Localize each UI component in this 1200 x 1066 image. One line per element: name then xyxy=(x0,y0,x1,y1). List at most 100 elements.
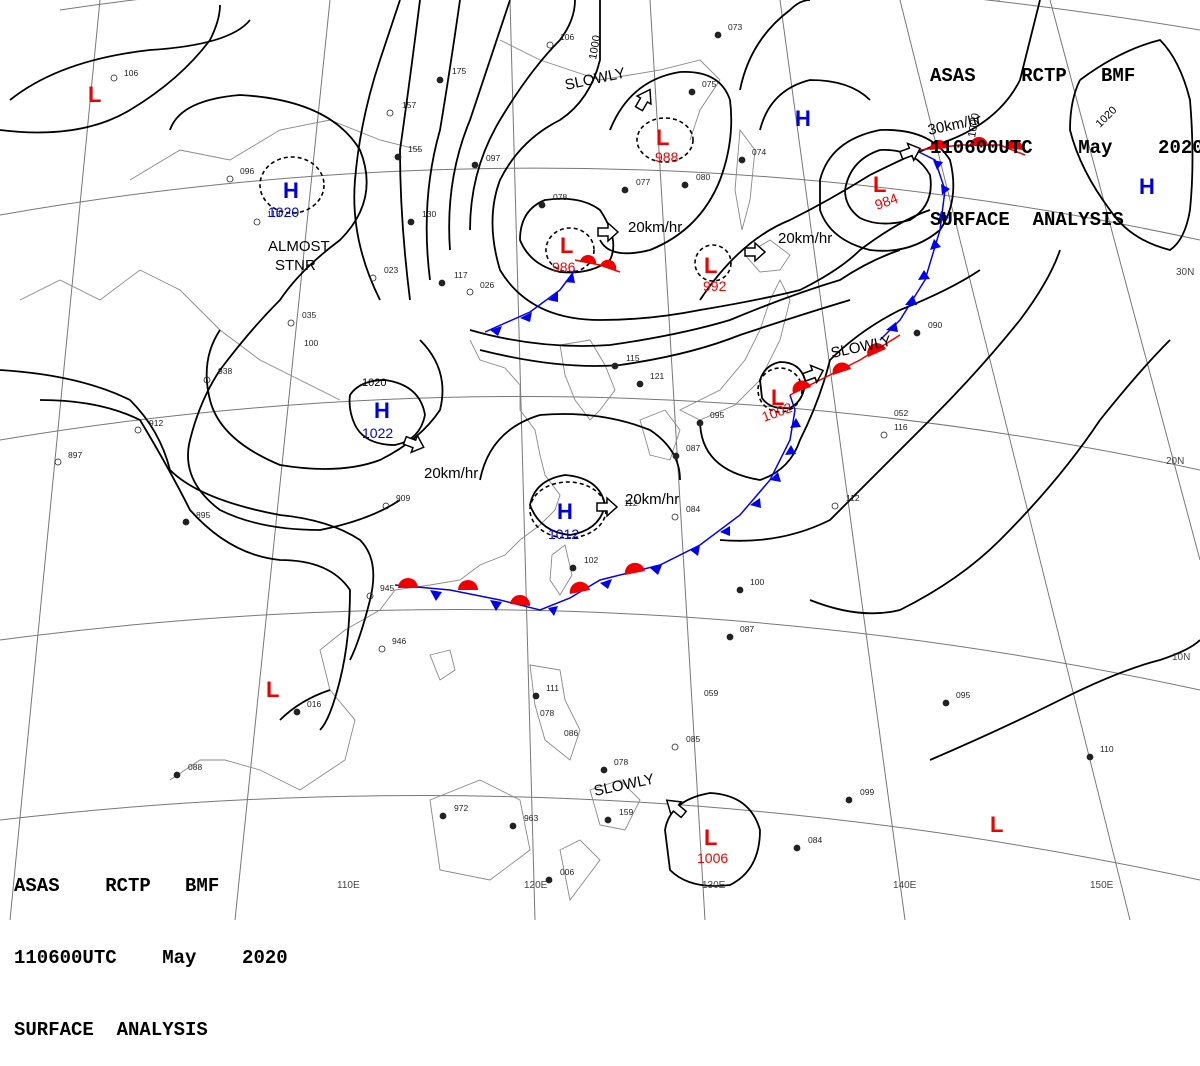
isobar-label-1000-east: 1000 xyxy=(966,112,982,138)
movement-20km-1022: 20km/hr xyxy=(424,465,478,482)
lat-label-30n: 30N xyxy=(1176,267,1194,278)
station-value: 115 xyxy=(626,353,640,363)
station-value: 080 xyxy=(696,172,710,182)
station-value: 059 xyxy=(704,688,718,698)
dashed-l992 xyxy=(694,244,732,282)
isobar-north-h xyxy=(759,79,871,131)
isobar-west-large xyxy=(0,369,375,661)
station-value: 106 xyxy=(560,32,574,42)
celebes xyxy=(559,839,601,902)
station-value: 097 xyxy=(486,153,500,163)
station-value: 106 xyxy=(124,68,138,78)
low-center-1002: L xyxy=(771,385,784,410)
arrow-986 xyxy=(597,221,620,243)
station-value: 035 xyxy=(302,310,316,320)
warm-front-semicircles xyxy=(398,137,1024,606)
station-value: 095 xyxy=(956,690,970,700)
arrow-1022 xyxy=(402,433,425,454)
header-line-type: SURFACE ANALYSIS xyxy=(14,1019,208,1041)
low-center-1006: L xyxy=(704,825,717,850)
japan-honshu xyxy=(678,278,791,421)
cold-front-east xyxy=(879,149,946,341)
station-value: 016 xyxy=(307,699,321,709)
station-value: 110 xyxy=(1100,744,1114,754)
lon-label-140e: 140E xyxy=(893,880,917,891)
arrow-984 xyxy=(898,142,922,163)
station-value: 972 xyxy=(454,803,468,813)
station-value: 084 xyxy=(808,835,822,845)
station-value: 084 xyxy=(686,504,700,514)
lat-line-0 xyxy=(0,795,1200,881)
isobar-front-east-2 xyxy=(719,249,1061,542)
japan-kyushu xyxy=(639,409,681,461)
isobar-984 xyxy=(844,149,932,225)
isobar-mid-2 xyxy=(448,0,511,251)
station-value: 909 xyxy=(396,493,410,503)
station-value: 006 xyxy=(560,867,574,877)
station-value: 111 xyxy=(546,683,559,693)
isobar-mid-4 xyxy=(399,0,421,301)
station-value: 112 xyxy=(624,498,638,508)
header-top-right: ASAS RCTP BMF 110600UTC May 2020 SURFACE… xyxy=(930,16,1200,256)
station-value: 112 xyxy=(846,493,860,503)
isobar-nw-upper xyxy=(0,4,221,134)
mongolia-border xyxy=(129,119,421,181)
isobar-central-loop xyxy=(479,413,681,481)
arrow-1002 xyxy=(801,364,825,385)
station-value: 023 xyxy=(384,265,398,275)
arrow-1012 xyxy=(596,496,619,518)
dashed-h1020 xyxy=(259,156,325,214)
station-value: 077 xyxy=(636,177,650,187)
station-value: 895 xyxy=(196,510,210,520)
station-value: 073 xyxy=(728,22,742,32)
high-value-1012: 1012 xyxy=(548,526,579,542)
lat-label-10n: 10N xyxy=(1172,652,1190,663)
lon-label-130e: 130E xyxy=(702,880,726,891)
arrow-1006 xyxy=(665,799,688,819)
lon-line-120e xyxy=(509,0,536,920)
taiwan xyxy=(549,544,573,596)
dashed-l988 xyxy=(636,117,694,163)
high-center-1022: H xyxy=(374,398,390,423)
station-value: 075 xyxy=(702,79,716,89)
station-value: 938 xyxy=(218,366,232,376)
isobar-1020-east xyxy=(1069,39,1194,251)
station-value: 088 xyxy=(188,762,202,772)
station-value: 090 xyxy=(928,320,942,330)
station-value: 155 xyxy=(408,144,422,154)
graticule-labels: 30N 20N 10N 110E 120E 130E 140E 150E xyxy=(337,267,1194,891)
isobar-984-outer xyxy=(819,129,955,252)
lon-line-140e xyxy=(779,0,906,920)
low-value-1006: 1006 xyxy=(697,850,728,866)
station-labels: 106 175 157 155 097 106 117 130 096 113 023 026 035 9… xyxy=(68,22,1114,877)
low-value-984: 984 xyxy=(873,190,901,213)
station-value: 175 xyxy=(452,66,466,76)
station-value: 159 xyxy=(619,807,633,817)
isobar-h1022 xyxy=(348,379,426,446)
low-center-south: L xyxy=(266,677,279,702)
station-value: 095 xyxy=(710,410,724,420)
isobar-low-nw xyxy=(9,19,251,101)
isobar-mid-5 xyxy=(353,0,401,301)
low-center-984: L xyxy=(873,172,886,197)
lat-line-20n xyxy=(0,396,1200,471)
low-value-992: 992 xyxy=(703,278,727,294)
lon-label-110e: 110E xyxy=(337,880,360,891)
isobar-west-outer xyxy=(39,399,351,731)
hokkaido xyxy=(744,239,791,273)
station-value: 945 xyxy=(380,583,394,593)
isobar-far-se xyxy=(929,639,1200,761)
header-bottom-left: ASAS RCTP BMF 110600UTC May 2020 SURFACE… xyxy=(14,826,288,1066)
arrow-992 xyxy=(744,241,767,263)
low-center-se: L xyxy=(990,812,1003,837)
station-value: 121 xyxy=(650,371,664,381)
isobar-front-south xyxy=(469,249,901,347)
high-center-north: H xyxy=(795,106,811,131)
high-value-1020: 1020 xyxy=(268,204,299,220)
isobar-1006 xyxy=(664,792,761,887)
header-line-time: 110600UTC May 2020 xyxy=(14,947,288,969)
isobar-mid-3 xyxy=(425,0,461,281)
high-center-east: H xyxy=(1139,174,1155,199)
header-line-type: SURFACE ANALYSIS xyxy=(930,209,1124,231)
high-center-1020: H xyxy=(283,178,299,203)
